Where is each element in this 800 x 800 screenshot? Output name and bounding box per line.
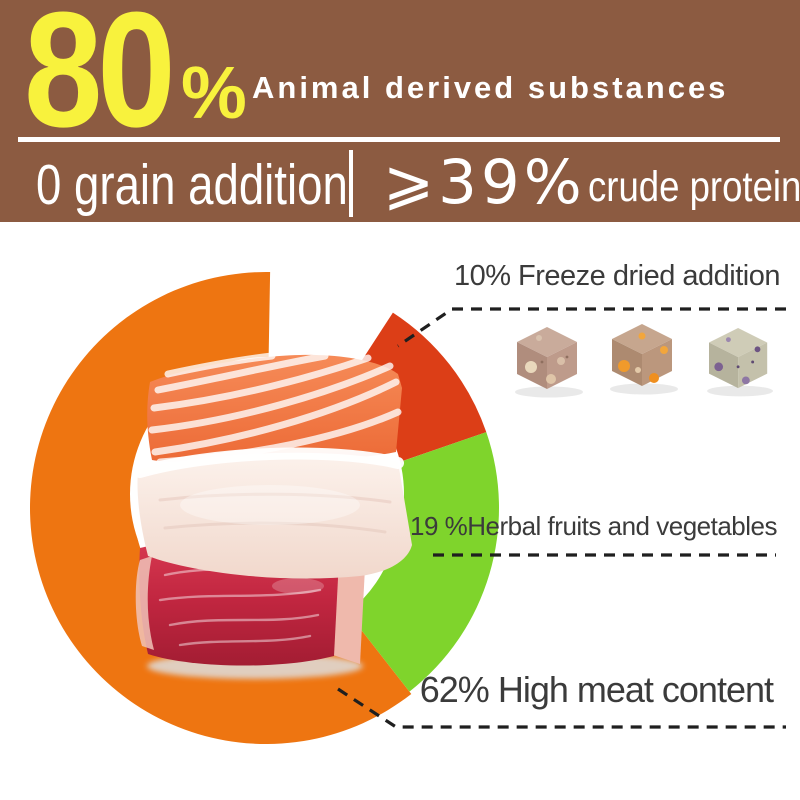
meat-stack-image xyxy=(130,352,412,679)
geq-symbol: ⩾ xyxy=(383,147,439,218)
leader-line-freeze-dried xyxy=(397,307,786,348)
pie-segment-high-meat-content xyxy=(29,272,412,744)
label-freeze-dried: 10% Freeze dried addition xyxy=(453,260,781,292)
stat-protein-label: crude protein xyxy=(588,163,800,211)
big-percent-sign: % xyxy=(181,51,247,134)
protein-percent: 39% xyxy=(438,147,586,218)
freeze-dried-cube-1 xyxy=(515,327,583,398)
header-title: Animal derived substances xyxy=(252,70,729,105)
label-high-meat: 62% High meat content xyxy=(419,669,774,710)
stat-divider xyxy=(349,150,353,217)
stat-grain: 0 grain addition xyxy=(36,153,348,217)
leader-line-meat xyxy=(337,687,786,729)
label-herbal: 19 %Herbal fruits and vegetables xyxy=(409,511,778,541)
stat-protein-value: ⩾39% xyxy=(383,152,586,213)
salmon-block xyxy=(147,352,402,466)
header-underline xyxy=(18,137,780,142)
freeze-dried-cube-3 xyxy=(707,328,774,397)
header-banner: 80 % Animal derived substances 0 grain a… xyxy=(0,0,800,222)
pie-segment-herbal-fruits-and-vegetables xyxy=(347,432,499,692)
freeze-dried-cubes xyxy=(515,324,774,398)
freeze-dried-cube-2 xyxy=(610,324,678,395)
big-percent-value: 80 xyxy=(24,0,176,161)
whitefish-block xyxy=(134,447,412,579)
